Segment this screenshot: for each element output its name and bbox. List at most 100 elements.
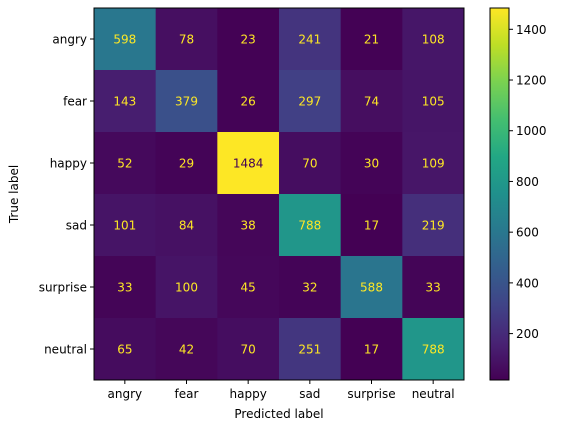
cell-value-label: 788	[422, 343, 445, 357]
heatmap-cell	[94, 256, 157, 319]
heatmap-cell	[155, 194, 218, 257]
cell-value-label: 105	[422, 95, 445, 109]
plot-frame	[93, 7, 465, 381]
cell-value-label: 42	[179, 343, 194, 357]
cell-value-label: 143	[113, 95, 136, 109]
heatmap-cells: 598 78 23 241 21 108 143 379 26 297 74 105 52 29 1484 7…	[94, 8, 465, 381]
colorbar-tick-label: 600	[516, 226, 539, 240]
heatmap-cell	[340, 8, 403, 71]
cell-value-label: 32	[302, 281, 317, 295]
cell-value-label: 30	[364, 157, 379, 171]
cell-value-label: 17	[364, 219, 379, 233]
y-axis-ticks: angry fear happy sad surprise neutral	[39, 33, 94, 357]
cell-value-label: 251	[298, 343, 321, 357]
colorbar-tick-label: 1200	[516, 74, 547, 88]
y-tick-label: fear	[63, 95, 87, 109]
heatmap-cell	[340, 256, 403, 319]
heatmap-cell	[402, 318, 465, 381]
cell-value-label: 33	[426, 281, 441, 295]
heatmap-cell	[402, 194, 465, 257]
heatmap-cell	[217, 256, 280, 319]
colorbar-tick-label: 400	[516, 276, 539, 290]
y-tick-label: surprise	[39, 281, 87, 295]
cell-value-label: 74	[364, 95, 379, 109]
colorbar-tick-label: 1000	[516, 124, 547, 138]
heatmap-cell	[402, 256, 465, 319]
y-tick-label: happy	[50, 157, 87, 171]
heatmap-cell	[217, 8, 280, 71]
cell-value-label: 108	[422, 33, 445, 47]
cell-value-label: 70	[302, 157, 317, 171]
heatmap-cell	[155, 318, 218, 381]
x-tick-label: happy	[230, 387, 267, 401]
x-axis-ticks: angry fear happy sad surprise neutral	[108, 380, 455, 401]
heatmap-cell	[402, 8, 465, 71]
heatmap-cell	[340, 132, 403, 195]
cell-value-label: 52	[117, 157, 132, 171]
x-tick-label: surprise	[347, 387, 395, 401]
cell-value-label: 379	[175, 95, 198, 109]
heatmap-cell	[155, 256, 218, 319]
cell-value-label: 26	[241, 95, 256, 109]
cell-value-label: 297	[298, 95, 321, 109]
cell-value-label: 219	[422, 219, 445, 233]
colorbar-tick-label: 800	[516, 175, 539, 189]
cell-value-label: 78	[179, 33, 194, 47]
cell-value-label: 1484	[233, 157, 264, 171]
colorbar-ticks: 200 400 600 800 1000 1200 1400	[509, 23, 547, 341]
heatmap-cell	[340, 70, 403, 133]
heatmap-cell	[217, 194, 280, 257]
heatmap-cell	[279, 318, 342, 381]
x-tick-label: neutral	[412, 387, 455, 401]
cell-value-label: 65	[117, 343, 132, 357]
heatmap-cell	[340, 194, 403, 257]
cell-value-label: 33	[117, 281, 132, 295]
cell-value-label: 23	[241, 33, 256, 47]
colorbar-tick-label: 1400	[516, 23, 547, 37]
heatmap-cell	[279, 256, 342, 319]
x-tick-label: fear	[175, 387, 199, 401]
heatmap-cell	[94, 132, 157, 195]
cell-value-label: 241	[298, 33, 321, 47]
heatmap-cell	[217, 132, 280, 195]
heatmap-cell	[340, 318, 403, 381]
cell-value-label: 21	[364, 33, 379, 47]
y-tick-label: sad	[66, 219, 87, 233]
heatmap-cell	[217, 70, 280, 133]
cell-value-label: 588	[360, 281, 383, 295]
cell-value-label: 45	[241, 281, 256, 295]
cell-value-label: 29	[179, 157, 194, 171]
x-axis-label: Predicted label	[234, 407, 323, 421]
heatmap-cell	[402, 132, 465, 195]
heatmap-cell	[155, 70, 218, 133]
heatmap-cell	[94, 194, 157, 257]
x-tick-label: sad	[299, 387, 320, 401]
heatmap-cell	[402, 70, 465, 133]
colorbar	[489, 7, 510, 381]
heatmap-cell	[94, 70, 157, 133]
heatmap-cell	[279, 194, 342, 257]
cell-value-label: 101	[113, 219, 136, 233]
cell-value-label: 109	[422, 157, 445, 171]
cell-value-label: 788	[298, 219, 321, 233]
heatmap-cell	[279, 132, 342, 195]
heatmap-cell	[279, 8, 342, 71]
heatmap-cell	[155, 132, 218, 195]
y-tick-label: neutral	[44, 343, 87, 357]
heatmap-cell	[94, 8, 157, 71]
cell-value-label: 100	[175, 281, 198, 295]
heatmap-cell	[155, 8, 218, 71]
cell-value-label: 38	[241, 219, 256, 233]
y-tick-label: angry	[52, 33, 87, 47]
cell-value-label: 70	[241, 343, 256, 357]
colorbar-tick-label: 200	[516, 327, 539, 341]
cell-value-label: 598	[113, 33, 136, 47]
cell-value-label: 84	[179, 219, 194, 233]
heatmap-cell	[217, 318, 280, 381]
x-tick-label: angry	[108, 387, 143, 401]
y-axis-label: True label	[7, 165, 21, 224]
cell-value-label: 17	[364, 343, 379, 357]
heatmap-cell	[94, 318, 157, 381]
heatmap-cell	[279, 70, 342, 133]
